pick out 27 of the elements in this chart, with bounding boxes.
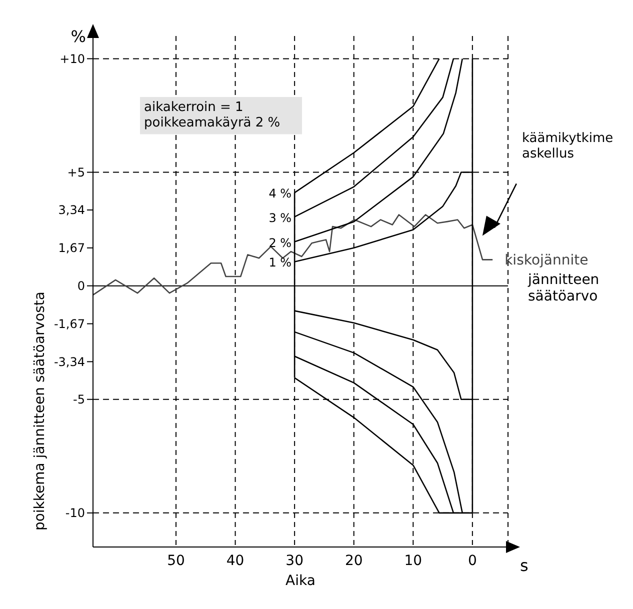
x-tick-label: 40	[226, 552, 244, 569]
text: s	[520, 556, 528, 575]
y-tick-label: +5	[67, 166, 85, 180]
y-tick-label: -3,34	[54, 354, 85, 369]
y-tick-label: 0	[77, 279, 85, 294]
x-axis-title: Aika	[286, 572, 316, 589]
annotation: 3 %	[268, 210, 292, 225]
text: käämikytkime askellus	[522, 131, 614, 162]
text: %	[70, 27, 86, 46]
x-tick-label: 0	[468, 552, 477, 569]
y-tick-label: -5	[73, 392, 85, 407]
annotation: 4 %	[268, 186, 292, 201]
annotation: 2 %	[268, 236, 292, 250]
y-tick-label: +10	[60, 52, 85, 66]
y-tick-label: 1,67	[58, 241, 85, 256]
x-tick-label: 50	[167, 552, 185, 569]
annotation: aikakerroin = 1 poikkeamakäyrä 2 %	[144, 100, 280, 131]
x-tick-label: 10	[404, 552, 422, 569]
series-label: kiskojännite	[504, 252, 588, 269]
y-tick-label: -1,67	[54, 317, 85, 332]
x-tick-label: 30	[286, 552, 304, 569]
y-axis-title: poikkema jännitteen säätöarvosta	[32, 292, 48, 531]
ref-line-label: jännitteen säätöarvo	[527, 272, 600, 305]
x-tick-label: 20	[344, 552, 363, 569]
y-tick-label: 3,34	[58, 203, 85, 218]
annotation: 1 %	[268, 256, 292, 270]
y-tick-label: -10	[65, 506, 85, 520]
